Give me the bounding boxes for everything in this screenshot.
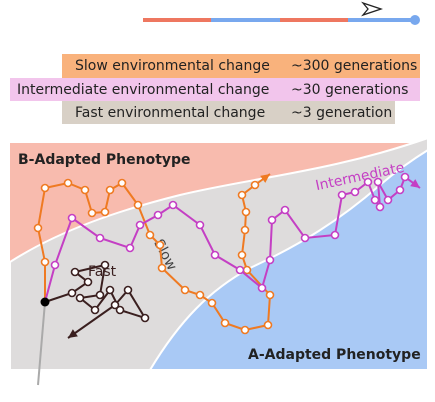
step: [125, 243, 135, 253]
legend-generations: ~30 generations: [291, 82, 408, 98]
step: [375, 202, 385, 212]
step: [40, 257, 50, 267]
step: [123, 285, 133, 295]
legend-label: Fast environmental change: [75, 105, 265, 121]
step: [33, 223, 43, 233]
trajectories: [33, 172, 421, 339]
step: [241, 207, 251, 217]
step: [237, 190, 247, 200]
step: [50, 260, 60, 270]
step: [67, 213, 77, 223]
step: [220, 318, 230, 328]
legend-generations: ~3 generation: [291, 105, 392, 121]
step: [155, 240, 165, 250]
step: [80, 185, 90, 195]
step: [240, 325, 250, 335]
step: [83, 277, 93, 287]
legend-label: Intermediate environmental change: [17, 82, 269, 98]
step: [337, 190, 347, 200]
step: [40, 183, 50, 193]
step: [135, 220, 145, 230]
legend-row-bg: [10, 78, 420, 101]
step: [207, 298, 217, 308]
step: [257, 283, 267, 293]
step: [370, 195, 380, 205]
legend-generations: ~300 generations: [291, 58, 417, 74]
step: [117, 178, 127, 188]
arrowhead: [260, 174, 270, 183]
step: [180, 285, 190, 295]
step: [145, 230, 155, 240]
step: [263, 320, 273, 330]
step: [240, 225, 250, 235]
step: [383, 195, 393, 205]
step: [95, 290, 105, 300]
timeline: [143, 1, 420, 25]
step: [237, 250, 247, 260]
legend-label: Slow environmental change: [75, 58, 270, 74]
step: [195, 220, 205, 230]
step: [105, 285, 115, 295]
step: [195, 290, 205, 300]
step: [140, 313, 150, 323]
step: [153, 210, 163, 220]
step: [265, 255, 275, 265]
step: [110, 300, 120, 310]
step: [105, 185, 115, 195]
step: [75, 293, 85, 303]
region-label: B-Adapted Phenotype: [18, 152, 191, 168]
legend-row-bg: [62, 54, 420, 78]
step: [235, 265, 245, 275]
legend-row-bg: [62, 101, 395, 124]
step: [350, 187, 360, 197]
step: [373, 177, 383, 187]
step: [363, 177, 373, 187]
step: [395, 185, 405, 195]
step: [168, 200, 178, 210]
step: [63, 178, 73, 188]
step: [90, 305, 100, 315]
step: [265, 290, 275, 300]
arrowhead: [410, 179, 420, 188]
step: [133, 200, 143, 210]
step: [267, 215, 277, 225]
arrowhead: [68, 329, 78, 338]
step: [67, 288, 77, 298]
step: [300, 233, 310, 243]
step: [400, 172, 410, 182]
step: [250, 180, 260, 190]
step: [87, 208, 97, 218]
step: [157, 263, 167, 273]
start-point: [40, 297, 50, 307]
step: [115, 305, 125, 315]
step: [210, 250, 220, 260]
step: [70, 267, 80, 277]
step: [100, 260, 110, 270]
step: [95, 233, 105, 243]
region-label: A-Adapted Phenotype: [248, 347, 421, 363]
pointer: [37, 301, 46, 386]
step: [100, 207, 110, 217]
step: [330, 230, 340, 240]
trajectory: [36, 173, 272, 332]
step: [280, 205, 290, 215]
